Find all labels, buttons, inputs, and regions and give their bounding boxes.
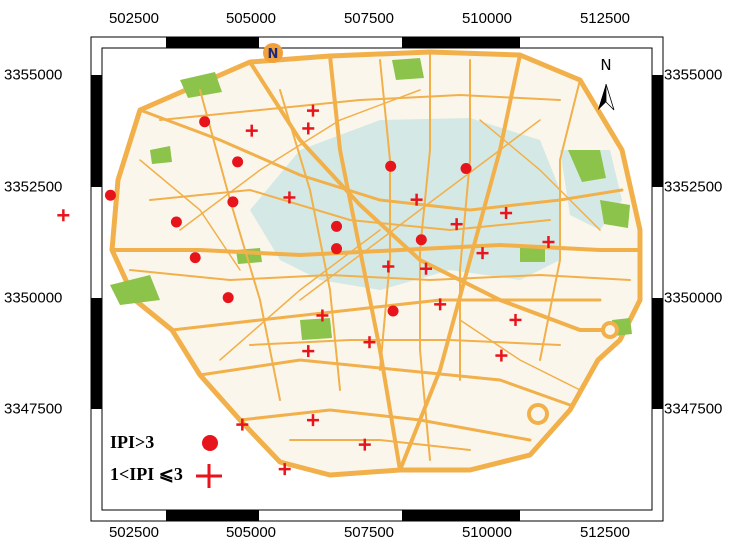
y-tick-label-right: 3350000 (664, 289, 723, 307)
ipi-gt-3-marker (385, 160, 397, 172)
x-tick-label-top: 512500 (579, 10, 631, 27)
y-tick-label-left: 3352500 (4, 178, 63, 196)
ipi-gt-3-marker (227, 196, 239, 208)
ipi-gt-3-marker (199, 116, 211, 128)
ipi-1-to-3-marker (420, 262, 433, 275)
roundabout-label: N (268, 47, 279, 62)
markers-ipi-gt-3 (104, 116, 472, 317)
x-tick-label-bottom: 505000 (225, 524, 277, 541)
ipi-1-to-3-marker (410, 193, 423, 206)
x-tick-label-bottom: 507500 (343, 524, 395, 541)
x-tick-label-bottom: 512500 (579, 524, 631, 541)
frame-bar-left (91, 75, 102, 187)
ipi-gt-3-marker (460, 163, 472, 175)
ipi-1-to-3-marker (245, 124, 258, 137)
ipi-gt-3-marker (104, 189, 116, 201)
north-arrow-icon (598, 83, 615, 111)
ipi-gt-3-marker (415, 234, 427, 246)
frame-bar-right (652, 298, 663, 409)
roundabout (527, 403, 549, 425)
ipi-1-to-3-marker (495, 349, 508, 362)
ipi-1-to-3-marker (57, 209, 70, 222)
x-tick-label-top: 502500 (108, 10, 160, 27)
ipi-1-to-3-marker (236, 418, 249, 431)
legend-label-ipi-1-to-3: 1<IPI ⩽3 (110, 464, 183, 484)
roundabout (263, 43, 283, 63)
ipi-gt-3-marker (387, 305, 399, 317)
ipi-1-to-3-marker (278, 463, 291, 476)
ipi-gt-3-marker (331, 220, 343, 232)
roundabout (601, 321, 619, 339)
ipi-1-to-3-marker (476, 247, 489, 260)
x-tick-label-top: 505000 (225, 10, 277, 27)
x-tick-label-top: 507500 (343, 10, 395, 27)
ipi-1-to-3-marker (306, 414, 319, 427)
x-tick-label-bottom: 502500 (108, 524, 160, 541)
parks (110, 58, 632, 340)
frame-bar-bottom (402, 510, 520, 521)
ipi-1-to-3-marker (509, 313, 522, 326)
ipi-gt-3-marker (331, 243, 343, 255)
ipi-1-to-3-marker (283, 191, 296, 204)
ipi-1-to-3-marker (450, 218, 463, 231)
legend-label-ipi-gt-3: IPI>3 (110, 432, 155, 452)
frame-bar-bottom (166, 510, 259, 521)
ipi-gt-3-marker (170, 216, 182, 228)
y-tick-label-left: 3347500 (4, 400, 63, 418)
ipi-gt-3-marker (232, 156, 244, 168)
ipi-1-to-3-marker (434, 298, 447, 311)
frame-bar-top (402, 37, 520, 48)
legend-cross-icon (196, 464, 222, 488)
frame-bar-top (166, 37, 259, 48)
x-tick-label-bottom: 510000 (461, 524, 513, 541)
legend-circle-icon (202, 435, 218, 451)
frame-bar-left (91, 298, 102, 409)
ipi-1-to-3-marker (306, 104, 319, 117)
ipi-1-to-3-marker (358, 438, 371, 451)
y-tick-label-left: 3355000 (4, 66, 63, 84)
frame-bar-right (652, 75, 663, 187)
ipi-1-to-3-marker (542, 236, 555, 248)
y-tick-label-right: 3347500 (664, 400, 723, 418)
ipi-1-to-3-marker (316, 309, 329, 322)
ipi-gt-3-marker (222, 292, 234, 304)
y-tick-label-right: 3355000 (664, 66, 723, 84)
y-tick-label-left: 3350000 (4, 289, 63, 307)
ipi-1-to-3-marker (500, 207, 513, 220)
ipi-gt-3-marker (189, 252, 201, 264)
ipi-1-to-3-marker (382, 260, 395, 273)
x-tick-label-top: 510000 (461, 10, 513, 27)
ipi-1-to-3-marker (302, 345, 315, 358)
north-label: N (600, 56, 611, 74)
ipi-1-to-3-marker (363, 336, 376, 349)
y-tick-label-right: 3352500 (664, 178, 723, 196)
ipi-1-to-3-marker (302, 122, 315, 135)
roads (110, 51, 642, 472)
markers-ipi-1-to-3 (57, 104, 555, 476)
